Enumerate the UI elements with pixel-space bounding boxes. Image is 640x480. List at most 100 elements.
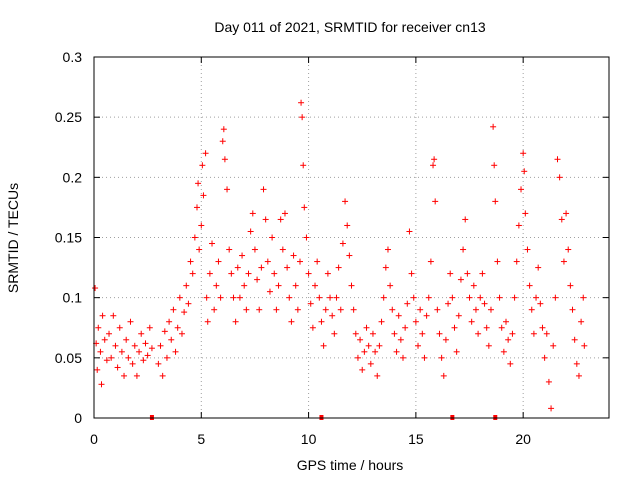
- data-point: [123, 336, 130, 343]
- data-point: [299, 114, 306, 121]
- data-point: [185, 300, 192, 307]
- data-point: [239, 252, 246, 259]
- data-point: [460, 246, 467, 253]
- data-point: [203, 294, 210, 301]
- data-point: [112, 342, 119, 349]
- data-point: [271, 270, 278, 277]
- data-point: [382, 264, 389, 271]
- data-point: [537, 300, 544, 307]
- data-point: [449, 294, 456, 301]
- data-point: [412, 318, 419, 325]
- data-point: [194, 204, 200, 211]
- data-point: [361, 348, 368, 355]
- data-point: [513, 258, 520, 265]
- data-point: [453, 348, 460, 355]
- data-point: [451, 324, 458, 331]
- data-point: [500, 348, 507, 355]
- data-point: [155, 360, 162, 367]
- data-point: [442, 336, 449, 343]
- data-point: [475, 330, 482, 337]
- data-point: [530, 330, 537, 337]
- y-tick-label: 0.1: [63, 290, 83, 306]
- data-point: [548, 405, 555, 412]
- data-point: [196, 246, 203, 253]
- data-point: [440, 372, 447, 379]
- data-point: [380, 294, 387, 301]
- data-point: [344, 222, 351, 229]
- data-point: [183, 282, 190, 289]
- data-point: [320, 342, 327, 349]
- data-point: [472, 306, 479, 313]
- y-tick-label: 0.2: [63, 169, 83, 185]
- data-point: [533, 294, 540, 301]
- data-point: [200, 192, 207, 199]
- data-point: [339, 240, 346, 247]
- data-point: [232, 318, 239, 325]
- data-point: [249, 210, 256, 217]
- data-point: [217, 294, 224, 301]
- data-point: [423, 312, 430, 319]
- data-point: [195, 180, 202, 187]
- data-point: [421, 354, 428, 361]
- data-point: [221, 156, 228, 163]
- y-tick-label: 0.25: [55, 109, 82, 125]
- data-point: [279, 246, 286, 253]
- data-point: [170, 306, 177, 313]
- data-point: [273, 306, 280, 313]
- data-point: [378, 318, 385, 325]
- data-point: [415, 342, 422, 349]
- data-point: [511, 294, 518, 301]
- data-point: [357, 336, 364, 343]
- data-point: [391, 330, 398, 337]
- data-point: [436, 330, 443, 337]
- data-point: [314, 258, 321, 265]
- data-point: [515, 222, 522, 229]
- data-point: [485, 342, 492, 349]
- data-point: [114, 364, 121, 371]
- data-point: [224, 186, 231, 193]
- data-point: [254, 276, 261, 283]
- data-point: [292, 282, 299, 289]
- data-point: [509, 330, 516, 337]
- data-point: [528, 306, 535, 313]
- data-point: [187, 258, 194, 265]
- data-point: [331, 330, 338, 337]
- data-point: [470, 282, 477, 289]
- data-point: [174, 324, 181, 331]
- x-tick-label: 0: [90, 431, 98, 447]
- data-point: [520, 150, 527, 157]
- data-point: [121, 372, 128, 379]
- data-point: [359, 366, 366, 373]
- data-point: [417, 306, 424, 313]
- data-point: [262, 216, 269, 223]
- data-point: [376, 342, 383, 349]
- data-point: [518, 186, 525, 193]
- data-point: [297, 258, 303, 265]
- data-point: [468, 318, 475, 325]
- data-point: [400, 354, 406, 361]
- data-point: [567, 282, 574, 289]
- data-point: [348, 282, 355, 289]
- data-point: [395, 312, 402, 319]
- data-point: [481, 300, 488, 307]
- data-point: [157, 342, 164, 349]
- data-point: [406, 228, 413, 235]
- data-point: [524, 246, 531, 253]
- data-point: [133, 372, 140, 379]
- data-point: [241, 282, 248, 289]
- data-point: [236, 294, 243, 301]
- data-point: [127, 318, 134, 325]
- data-point: [284, 264, 291, 271]
- x-axis-label: GPS time / hours: [297, 457, 404, 473]
- data-point: [277, 216, 284, 223]
- data-point: [99, 312, 106, 319]
- data-point: [266, 288, 273, 295]
- data-point: [431, 156, 438, 163]
- data-point: [329, 312, 336, 319]
- data-point: [206, 270, 213, 277]
- data-point: [300, 162, 307, 169]
- data-point: [138, 330, 145, 337]
- data-point: [477, 294, 484, 301]
- data-point: [199, 162, 206, 169]
- data-point: [209, 240, 216, 247]
